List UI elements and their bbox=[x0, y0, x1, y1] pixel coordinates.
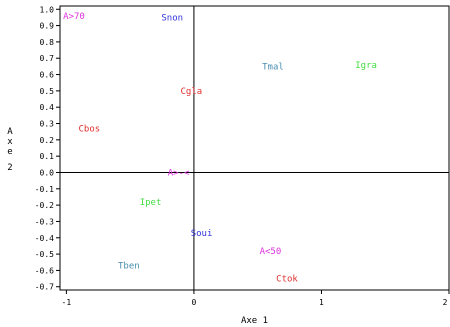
point-label-a-70: A>70 bbox=[63, 12, 85, 22]
y-tick-label: -0.6 bbox=[35, 266, 54, 275]
y-axis-label-char: A bbox=[7, 127, 13, 137]
point-label-cbos: Cbos bbox=[78, 124, 100, 134]
point-label-tmal: Tmal bbox=[262, 62, 284, 72]
y-tick-label: -0.3 bbox=[35, 217, 54, 226]
point-label-tben: Tben bbox=[118, 262, 140, 272]
x-axis-label: Axe 1 bbox=[241, 316, 268, 326]
y-tick-label: 0.7 bbox=[40, 54, 55, 63]
y-axis-ticks: 1.0 0.9 0.8 0.7 0.6 0.5 0.4 0.3 0.2 0.1 0.0 -0.1 -0.… bbox=[35, 5, 60, 292]
y-tick-label: 0.0 bbox=[40, 168, 55, 177]
point-label-ctok: Ctok bbox=[276, 275, 298, 285]
x-axis-ticks: -1 0 1 2 bbox=[62, 290, 450, 307]
point-label-a-50: A<50 bbox=[260, 247, 282, 257]
y-axis-label: Axe 2 bbox=[7, 127, 13, 173]
y-tick-label: 0.4 bbox=[40, 103, 55, 112]
y-tick-label: -0.1 bbox=[35, 185, 54, 194]
y-tick-label: 1.0 bbox=[40, 5, 55, 14]
y-tick-label: -0.4 bbox=[35, 234, 54, 243]
y-axis-label-char: x bbox=[7, 137, 13, 147]
point-label-soui: Soui bbox=[191, 229, 213, 239]
y-tick-label: 0.2 bbox=[40, 136, 55, 145]
x-tick-label: 0 bbox=[192, 298, 197, 307]
y-tick-label: 0.6 bbox=[40, 71, 55, 80]
y-tick-label: 0.8 bbox=[40, 38, 55, 47]
y-tick-label: -0.7 bbox=[35, 283, 54, 292]
y-tick-label: 0.5 bbox=[40, 87, 55, 96]
x-tick-label: -1 bbox=[62, 298, 72, 307]
point-label-snon: Snon bbox=[161, 13, 183, 23]
y-tick-label: 0.1 bbox=[40, 152, 55, 161]
plot-frame bbox=[59, 5, 450, 291]
x-tick-label: 1 bbox=[319, 298, 324, 307]
y-tick-label: -0.2 bbox=[35, 201, 54, 210]
point-labels: A>70 Snon Tmal Igra Cgla Cbos A>-< Ipet Soui A<50… bbox=[63, 12, 377, 285]
y-axis-label-char: 2 bbox=[7, 163, 12, 173]
point-label-cgla: Cgla bbox=[181, 87, 203, 97]
y-tick-label: 0.9 bbox=[40, 22, 55, 31]
y-tick-label: 0.3 bbox=[40, 120, 55, 129]
point-label-a-: A>-< bbox=[168, 168, 190, 178]
point-label-igra: Igra bbox=[355, 61, 377, 71]
y-axis-label-char: e bbox=[7, 147, 12, 157]
x-tick-label: 2 bbox=[443, 298, 448, 307]
point-label-ipet: Ipet bbox=[140, 198, 162, 208]
y-tick-label: -0.5 bbox=[35, 250, 54, 259]
